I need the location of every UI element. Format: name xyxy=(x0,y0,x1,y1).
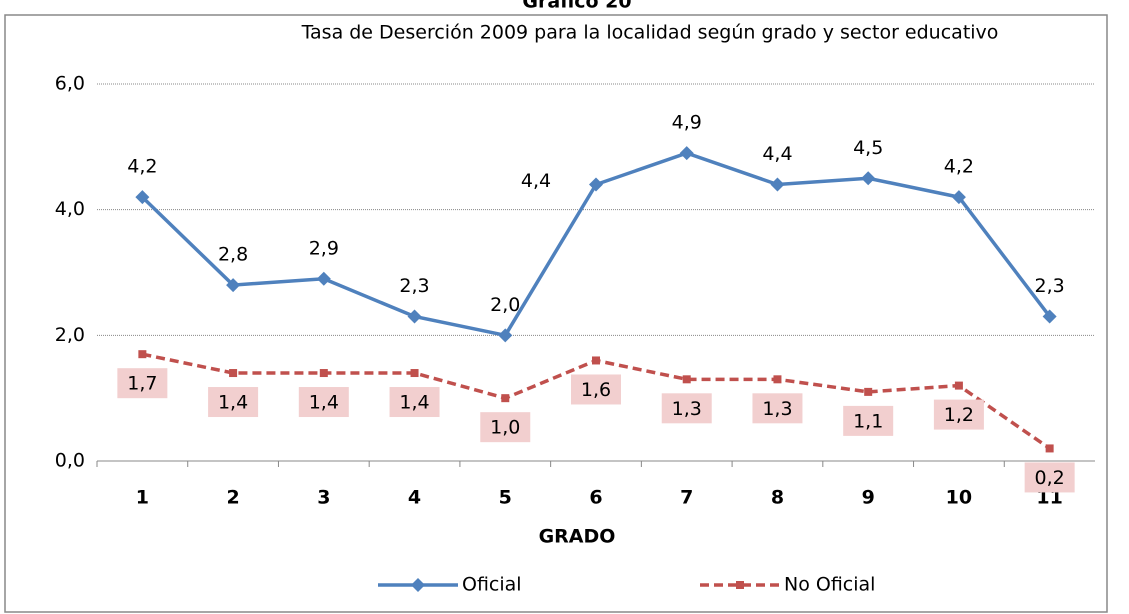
legend-label: Oficial xyxy=(462,574,522,596)
x-tick-label: 9 xyxy=(862,487,875,509)
label-bg xyxy=(752,393,803,424)
legend-label: No Oficial xyxy=(784,574,875,596)
data-label: 0,2 xyxy=(1035,467,1065,489)
chart-frame xyxy=(4,14,1108,613)
data-label: 1,4 xyxy=(399,392,429,414)
data-label: 1,7 xyxy=(127,373,157,395)
x-tick-label: 10 xyxy=(946,487,972,509)
marker xyxy=(410,369,419,378)
marker xyxy=(861,171,876,186)
data-label: 1,3 xyxy=(762,398,792,420)
data-label: 1,4 xyxy=(218,392,248,414)
x-tick-label: 1 xyxy=(136,487,149,509)
marker xyxy=(498,328,513,343)
y-tick-label: 2,0 xyxy=(55,324,85,346)
x-tick-label: 4 xyxy=(408,487,421,509)
marker xyxy=(411,578,425,592)
data-label: 4,4 xyxy=(521,170,551,192)
label-bg xyxy=(1024,462,1075,493)
label-bg xyxy=(117,368,168,399)
marker xyxy=(682,375,691,384)
x-tick-label: 6 xyxy=(589,487,602,509)
marker xyxy=(226,278,241,293)
data-label: 2,3 xyxy=(399,275,429,297)
marker xyxy=(864,387,873,396)
marker xyxy=(1042,309,1057,324)
marker xyxy=(316,271,331,286)
data-label: 4,5 xyxy=(853,137,883,159)
data-label: 2,8 xyxy=(218,244,248,266)
marker xyxy=(951,190,966,205)
label-bg xyxy=(661,393,712,424)
label-bg xyxy=(208,387,259,418)
chart-title: Tasa de Deserción 2009 para la localidad… xyxy=(301,22,999,44)
data-label: 1,2 xyxy=(944,404,974,426)
y-tick-label: 4,0 xyxy=(55,198,85,220)
x-tick-label: 3 xyxy=(317,487,330,509)
x-tick-label: 7 xyxy=(680,487,693,509)
data-label: 4,4 xyxy=(762,143,792,165)
x-axis-title: GRADO xyxy=(539,526,616,548)
marker xyxy=(229,369,238,378)
marker xyxy=(501,394,510,403)
data-label: 1,4 xyxy=(309,392,339,414)
marker xyxy=(592,356,600,365)
data-label: 4,2 xyxy=(944,156,974,178)
marker xyxy=(679,146,694,161)
y-tick-label: 0,0 xyxy=(55,450,85,472)
marker xyxy=(319,369,328,378)
chart-caption: Gráfico 20 xyxy=(522,0,631,13)
marker xyxy=(407,309,422,324)
label-bg xyxy=(571,374,621,405)
y-tick-label: 6,0 xyxy=(55,73,85,95)
label-bg xyxy=(843,405,894,436)
data-label: 4,9 xyxy=(672,112,702,134)
label-bg xyxy=(298,387,349,418)
data-label: 1,0 xyxy=(490,417,520,439)
marker xyxy=(589,177,603,192)
data-label: 2,3 xyxy=(1035,275,1065,297)
marker xyxy=(954,381,963,390)
x-tick-label: 5 xyxy=(499,487,512,509)
label-bg xyxy=(480,412,531,443)
data-label: 1,1 xyxy=(853,410,883,432)
x-tick-label: 8 xyxy=(771,487,784,509)
marker xyxy=(773,375,782,384)
marker xyxy=(770,177,785,192)
data-label: 2,9 xyxy=(309,237,339,259)
data-label: 4,2 xyxy=(127,156,157,178)
marker xyxy=(736,581,744,589)
marker xyxy=(1045,444,1054,453)
data-label: 1,3 xyxy=(672,398,702,420)
label-bg xyxy=(389,387,440,418)
marker xyxy=(138,350,147,359)
x-tick-label: 2 xyxy=(226,487,239,509)
label-bg xyxy=(933,399,984,430)
marker xyxy=(135,190,150,205)
data-label: 2,0 xyxy=(490,294,520,316)
data-label: 1,6 xyxy=(581,379,611,401)
